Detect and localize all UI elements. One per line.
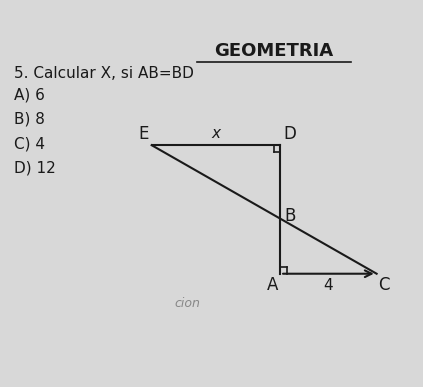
Text: cion: cion	[175, 297, 201, 310]
Text: A) 6: A) 6	[14, 87, 44, 103]
Text: D) 12: D) 12	[14, 161, 55, 176]
Text: C) 4: C) 4	[14, 136, 44, 151]
Text: x: x	[212, 126, 220, 141]
Text: 4: 4	[324, 277, 333, 293]
Text: 5. Calcular X, si AB=BD: 5. Calcular X, si AB=BD	[14, 66, 193, 81]
Text: A: A	[267, 276, 278, 294]
Text: GEOMETRIA: GEOMETRIA	[214, 42, 333, 60]
Text: B: B	[284, 207, 295, 225]
Text: B) 8: B) 8	[14, 112, 44, 127]
Text: C: C	[379, 276, 390, 294]
Text: D: D	[283, 125, 296, 143]
Text: E: E	[138, 125, 148, 143]
